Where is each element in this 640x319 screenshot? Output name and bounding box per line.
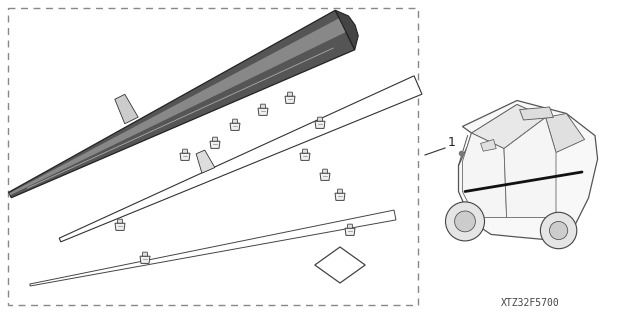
Polygon shape xyxy=(545,114,584,152)
Bar xyxy=(8,8,418,305)
Polygon shape xyxy=(317,117,323,121)
Polygon shape xyxy=(315,247,365,283)
Polygon shape xyxy=(115,223,125,230)
Polygon shape xyxy=(472,104,545,149)
Polygon shape xyxy=(345,228,355,235)
Polygon shape xyxy=(481,139,496,151)
Polygon shape xyxy=(287,92,292,96)
Polygon shape xyxy=(117,219,123,223)
Polygon shape xyxy=(315,121,325,129)
Circle shape xyxy=(550,221,568,240)
Polygon shape xyxy=(260,104,266,108)
Polygon shape xyxy=(302,149,308,153)
Polygon shape xyxy=(230,123,240,130)
Polygon shape xyxy=(232,119,237,123)
Polygon shape xyxy=(210,141,220,148)
Polygon shape xyxy=(196,150,215,173)
Polygon shape xyxy=(212,137,218,141)
Polygon shape xyxy=(335,193,345,200)
Polygon shape xyxy=(60,76,422,242)
Polygon shape xyxy=(520,107,554,120)
Polygon shape xyxy=(337,189,342,193)
Circle shape xyxy=(454,211,476,232)
Polygon shape xyxy=(285,96,295,103)
Polygon shape xyxy=(323,169,328,173)
Text: 1: 1 xyxy=(448,137,456,150)
Polygon shape xyxy=(140,256,150,263)
Polygon shape xyxy=(458,100,598,240)
Polygon shape xyxy=(182,149,188,153)
Polygon shape xyxy=(30,210,396,286)
Polygon shape xyxy=(9,10,355,198)
Polygon shape xyxy=(9,18,346,195)
Polygon shape xyxy=(142,252,148,256)
Polygon shape xyxy=(335,10,358,50)
Polygon shape xyxy=(180,153,190,160)
Polygon shape xyxy=(462,133,507,218)
Polygon shape xyxy=(115,94,138,124)
Circle shape xyxy=(445,202,484,241)
Polygon shape xyxy=(258,108,268,115)
Polygon shape xyxy=(504,117,556,218)
Polygon shape xyxy=(320,173,330,181)
Polygon shape xyxy=(300,153,310,160)
Polygon shape xyxy=(348,224,353,228)
Circle shape xyxy=(540,212,577,249)
Text: XTZ32F5700: XTZ32F5700 xyxy=(500,298,559,308)
